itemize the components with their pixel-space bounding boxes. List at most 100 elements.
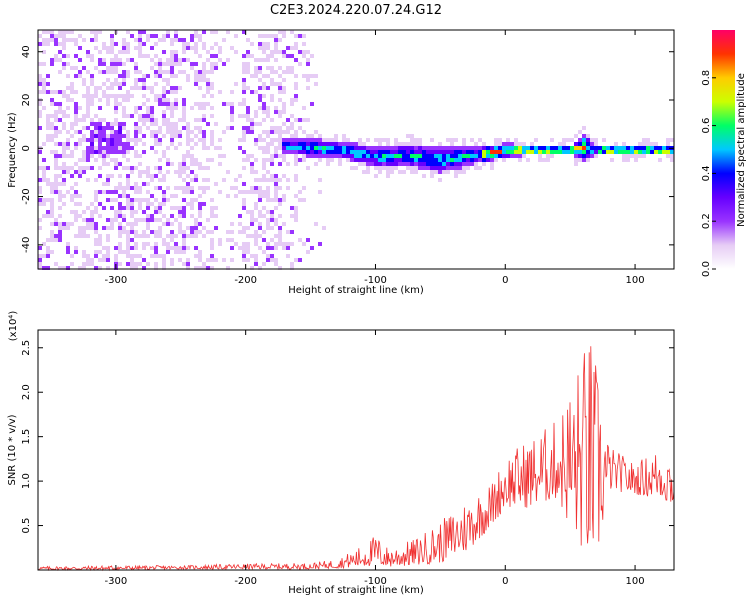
spectrogram-cell	[90, 94, 94, 98]
spectrogram-cell	[206, 146, 210, 150]
spectrogram-cell	[130, 206, 134, 210]
spectrogram-cell	[290, 266, 294, 270]
spectrogram-cell	[342, 154, 346, 158]
spectrogram-cell	[98, 106, 102, 110]
spectrogram-cell	[130, 226, 134, 230]
spectrogram-cell	[86, 250, 90, 254]
spectrogram-cell	[218, 226, 222, 230]
spectrogram-cell	[158, 254, 162, 258]
spectrogram-cell	[226, 62, 230, 66]
spectrogram-cell	[210, 54, 214, 58]
spectrogram-cell	[154, 150, 158, 154]
spectrogram-cell	[146, 182, 150, 186]
spectrogram-cell	[294, 158, 298, 162]
spectrogram-cell	[122, 102, 126, 106]
spectrogram-cell	[282, 230, 286, 234]
spectrogram-cell	[162, 38, 166, 42]
spectrogram-cell	[322, 226, 326, 230]
spectrogram-cell	[402, 162, 406, 166]
spectrogram-cell	[170, 150, 174, 154]
spectrogram-cell	[450, 166, 454, 170]
spectrogram-cell	[550, 138, 554, 142]
spectrogram-cell	[106, 46, 110, 50]
spectrogram-cell	[246, 66, 250, 70]
spectrogram-cell	[470, 150, 474, 154]
spectrogram-cell	[238, 86, 242, 90]
spectrogram-cell	[234, 94, 238, 98]
spectrogram-cell	[258, 66, 262, 70]
spectrogram-cell	[122, 234, 126, 238]
spectrogram-cell	[110, 162, 114, 166]
spectrogram-cell	[218, 238, 222, 242]
spectrogram-cell	[82, 42, 86, 46]
spectrogram-cell	[178, 238, 182, 242]
spectrogram-cell	[98, 58, 102, 62]
spectrogram-cell	[42, 186, 46, 190]
spectrogram-cell	[142, 254, 146, 258]
spectrogram-cell	[242, 54, 246, 58]
spectrogram-cell	[194, 86, 198, 90]
spectrogram-cell	[446, 154, 450, 158]
spectrogram-cell	[122, 170, 126, 174]
spectrogram-cell	[282, 122, 286, 126]
spectrogram-cell	[446, 170, 450, 174]
spectrogram-cell	[82, 246, 86, 250]
spectrogram-cell	[362, 170, 366, 174]
spectrogram-cell	[54, 166, 58, 170]
spectrogram-cell	[446, 142, 450, 146]
spectrogram-cell	[270, 78, 274, 82]
spectrogram-cell	[286, 70, 290, 74]
spectrogram-cell	[294, 98, 298, 102]
spectrogram-cell	[118, 146, 122, 150]
spectrogram-cell	[70, 182, 74, 186]
spectrogram-cell	[206, 54, 210, 58]
spectrogram-cell	[74, 154, 78, 158]
spectrogram-cell	[442, 170, 446, 174]
spectrogram-cell	[218, 214, 222, 218]
spectrogram-cell	[498, 146, 502, 150]
spectrogram-cell	[162, 62, 166, 66]
spectrogram-cell	[158, 206, 162, 210]
spectrogram-cell	[494, 146, 498, 150]
spectrogram-cell	[250, 82, 254, 86]
spectrogram-cell	[186, 106, 190, 110]
spectrogram-cell	[258, 118, 262, 122]
spectrogram-cell	[70, 222, 74, 226]
spectrogram-cell	[270, 62, 274, 66]
spectrogram-cell	[202, 206, 206, 210]
spectrogram-cell	[658, 150, 662, 154]
spectrogram-cell	[206, 178, 210, 182]
spectrogram-cell	[130, 94, 134, 98]
spectrogram-cell	[270, 214, 274, 218]
spectrogram-cell	[646, 150, 650, 154]
spectrogram-cell	[50, 214, 54, 218]
spectrogram-cell	[106, 142, 110, 146]
spectrogram-cell	[90, 194, 94, 198]
spectrogram-cell	[186, 222, 190, 226]
spectrogram-cell	[174, 94, 178, 98]
spectrogram-cell	[102, 262, 106, 266]
x-tick-label: 100	[626, 576, 645, 587]
spectrogram-cell	[194, 30, 198, 34]
spectrogram-cell	[374, 82, 378, 86]
spectrogram-cell	[170, 70, 174, 74]
spectrogram-cell	[258, 106, 262, 110]
spectrogram-cell	[222, 102, 226, 106]
spectrogram-cell	[102, 102, 106, 106]
spectrogram-cell	[114, 234, 118, 238]
spectrogram-cell	[370, 138, 374, 142]
spectrogram-cell	[258, 186, 262, 190]
spectrogram-cell	[422, 154, 426, 158]
spectrogram-cell	[82, 250, 86, 254]
spectrogram-cell	[178, 102, 182, 106]
spectrogram-cell	[150, 82, 154, 86]
spectrogram-cell	[250, 258, 254, 262]
spectrogram-cell	[126, 114, 130, 118]
spectrogram-cell	[58, 230, 62, 234]
spectrogram-cell	[214, 226, 218, 230]
spectrogram-cell	[274, 170, 278, 174]
spectrogram-cell	[322, 242, 326, 246]
spectrogram-cell	[278, 194, 282, 198]
spectrogram-cell	[546, 146, 550, 150]
y-exponent-label: (x10⁴)	[8, 311, 19, 342]
